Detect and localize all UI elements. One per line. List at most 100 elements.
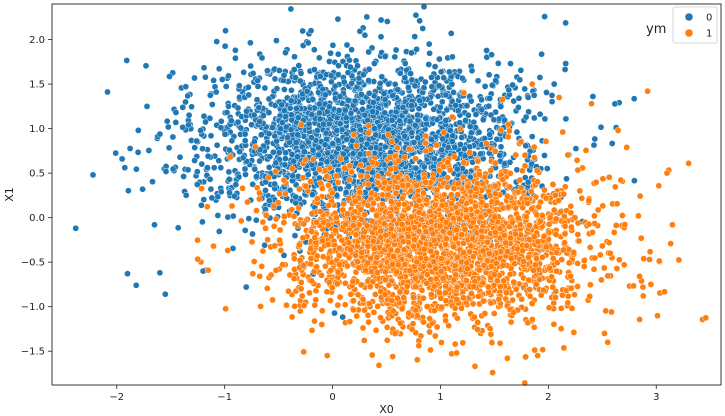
point-series-0 (316, 109, 323, 117)
point-series-0 (475, 128, 483, 136)
point-series-0 (247, 39, 254, 47)
point-series-1 (309, 156, 317, 163)
point-series-0 (361, 111, 369, 119)
point-series-1 (405, 145, 413, 153)
point-series-0 (212, 88, 220, 96)
outlier-point-series-0 (72, 224, 80, 232)
point-series-0 (123, 57, 131, 64)
point-series-0 (389, 92, 396, 99)
point-series-1 (409, 320, 417, 328)
point-series-0 (440, 74, 448, 82)
point-series-1 (290, 212, 298, 220)
point-series-1 (521, 162, 529, 170)
point-series-1 (365, 165, 372, 172)
point-series-0 (336, 185, 344, 193)
outlier-point-series-0 (377, 16, 385, 24)
point-series-0 (284, 134, 291, 141)
point-series-1 (365, 150, 373, 157)
point-series-1 (549, 283, 557, 291)
point-series-0 (428, 74, 435, 81)
point-series-1 (324, 241, 332, 248)
point-series-0 (334, 137, 342, 144)
point-series-1 (550, 299, 558, 307)
point-series-0 (538, 50, 545, 58)
point-series-0 (516, 76, 524, 84)
point-series-0 (191, 157, 198, 164)
point-series-0 (543, 89, 550, 96)
point-series-0 (309, 146, 317, 154)
point-series-1 (442, 282, 450, 290)
point-series-1 (564, 299, 572, 307)
point-series-0 (451, 143, 459, 151)
point-series-1 (433, 141, 440, 149)
point-series-1 (515, 214, 522, 222)
point-series-0 (322, 91, 329, 99)
point-series-0 (290, 66, 298, 73)
point-series-1 (565, 259, 573, 267)
outlier-point-series-0 (280, 71, 288, 79)
point-series-0 (548, 92, 556, 99)
point-series-0 (358, 91, 365, 98)
point-series-0 (488, 51, 495, 59)
point-series-0 (214, 212, 222, 219)
point-series-1 (490, 281, 498, 289)
point-series-0 (530, 91, 538, 99)
point-series-0 (210, 164, 218, 172)
point-series-1 (512, 286, 520, 293)
outlier-point-series-0 (334, 15, 342, 23)
point-series-1 (290, 275, 298, 282)
point-series-0 (408, 129, 416, 136)
point-series-1 (506, 271, 514, 278)
point-series-0 (169, 165, 177, 173)
point-series-1 (352, 251, 360, 259)
point-series-1 (249, 270, 257, 278)
point-series-1 (272, 215, 280, 223)
point-series-1 (363, 173, 371, 180)
point-series-1 (587, 281, 594, 289)
point-series-0 (510, 97, 518, 105)
point-series-1 (395, 200, 402, 208)
point-series-0 (226, 146, 233, 154)
point-series-0 (297, 70, 305, 77)
point-series-1 (574, 219, 582, 227)
point-series-1 (471, 313, 478, 321)
point-series-0 (222, 83, 230, 90)
point-series-0 (200, 196, 208, 203)
point-series-0 (207, 132, 215, 140)
point-series-0 (329, 140, 337, 148)
point-series-0 (228, 137, 236, 145)
point-series-1 (299, 234, 307, 242)
point-series-0 (371, 125, 378, 132)
point-series-0 (206, 91, 214, 99)
point-series-1 (493, 199, 501, 206)
point-series-0 (232, 181, 240, 189)
point-series-1 (389, 307, 397, 315)
point-series-0 (200, 112, 208, 120)
point-series-1 (257, 303, 264, 310)
point-series-0 (344, 96, 352, 104)
point-series-0 (563, 175, 570, 183)
point-series-0 (342, 114, 350, 122)
point-series-1 (411, 236, 418, 243)
point-series-0 (207, 185, 215, 193)
point-series-0 (369, 108, 377, 115)
point-series-1 (453, 226, 460, 234)
point-series-1 (462, 206, 470, 214)
point-series-0 (222, 27, 229, 35)
point-series-1 (496, 283, 504, 291)
point-series-1 (335, 252, 343, 260)
point-series-1 (591, 212, 598, 220)
point-series-1 (646, 256, 653, 263)
point-series-1 (297, 121, 305, 129)
point-series-1 (374, 179, 382, 187)
point-series-0 (258, 54, 266, 62)
point-series-0 (630, 95, 638, 103)
point-series-1 (385, 281, 393, 289)
point-series-0 (172, 109, 180, 116)
point-series-0 (448, 138, 456, 145)
point-series-0 (524, 94, 532, 101)
point-series-0 (493, 135, 501, 143)
point-series-0 (405, 84, 412, 91)
point-series-0 (472, 111, 480, 118)
point-series-1 (210, 242, 217, 250)
